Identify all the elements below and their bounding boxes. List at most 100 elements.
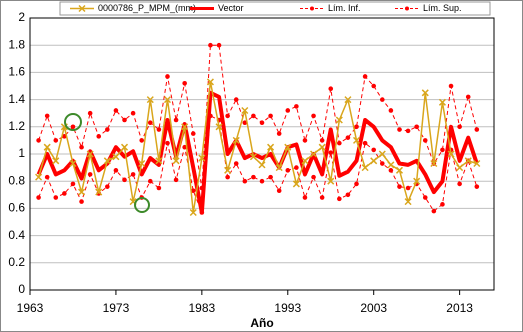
- point: [147, 120, 153, 126]
- point: [371, 147, 377, 153]
- point: [96, 134, 102, 139]
- point: [165, 140, 170, 146]
- point: [36, 138, 41, 143]
- point: [163, 96, 172, 104]
- point: [431, 208, 437, 214]
- point: [275, 164, 283, 172]
- point: [361, 164, 369, 172]
- point: [318, 143, 326, 151]
- point: [225, 174, 230, 180]
- x-tick-label: 2013: [446, 301, 473, 315]
- point: [294, 104, 299, 109]
- series-line: [36, 90, 479, 215]
- point: [206, 78, 214, 86]
- point: [208, 42, 213, 48]
- point: [79, 199, 84, 204]
- point: [422, 138, 428, 143]
- point: [345, 192, 351, 198]
- point: [232, 136, 240, 144]
- point: [86, 150, 94, 158]
- point: [225, 113, 230, 119]
- series-line: [37, 81, 478, 214]
- point: [344, 96, 352, 104]
- point: [251, 174, 256, 180]
- x-tick-label: 2003: [360, 301, 387, 315]
- point: [242, 178, 248, 184]
- point: [35, 173, 43, 181]
- point: [120, 143, 129, 151]
- legend-marker: [405, 6, 409, 11]
- point: [190, 131, 196, 136]
- point: [362, 74, 368, 79]
- series-line: [38, 44, 478, 189]
- point: [224, 166, 232, 174]
- legend-box: [59, 1, 491, 16]
- point: [43, 143, 51, 151]
- point: [301, 157, 309, 165]
- point: [405, 185, 411, 191]
- point: [440, 147, 445, 153]
- annotation-circle: [134, 197, 150, 213]
- point: [249, 153, 257, 161]
- point: [457, 181, 462, 187]
- point: [105, 184, 110, 189]
- point: [414, 124, 419, 130]
- point: [181, 123, 189, 131]
- y-tick-label: 0.6: [8, 201, 25, 215]
- point: [354, 124, 359, 130]
- point: [379, 97, 385, 102]
- point: [430, 159, 438, 168]
- point: [146, 96, 154, 104]
- point: [113, 168, 119, 173]
- point: [319, 138, 325, 143]
- point: [388, 108, 394, 113]
- legend-label: Vector: [218, 3, 244, 13]
- point: [139, 138, 145, 143]
- point: [464, 157, 472, 165]
- point: [198, 154, 206, 162]
- point: [447, 150, 455, 158]
- point: [78, 188, 86, 196]
- point: [79, 144, 84, 150]
- point: [113, 108, 119, 113]
- point: [311, 174, 316, 180]
- point: [276, 188, 282, 194]
- point: [130, 172, 136, 177]
- point: [354, 181, 359, 187]
- point: [62, 134, 67, 139]
- y-tick-label: 1.8: [8, 37, 25, 51]
- point: [267, 143, 275, 151]
- point: [294, 165, 299, 170]
- point: [268, 113, 273, 119]
- point: [292, 180, 300, 188]
- point: [53, 195, 59, 200]
- point: [440, 202, 445, 207]
- point: [173, 117, 179, 123]
- point: [259, 178, 265, 184]
- point: [182, 144, 187, 150]
- point: [112, 153, 120, 161]
- x-tick-label: 1973: [103, 301, 130, 315]
- point: [473, 159, 481, 168]
- y-tick-label: 1.6: [8, 65, 25, 79]
- point: [378, 150, 386, 158]
- point: [103, 157, 111, 165]
- point: [352, 136, 361, 144]
- point: [395, 166, 404, 174]
- point: [70, 124, 76, 130]
- point: [456, 164, 464, 172]
- point: [241, 106, 249, 115]
- point: [404, 198, 412, 206]
- point: [311, 113, 316, 119]
- point: [173, 177, 179, 183]
- point: [302, 138, 308, 143]
- x-tick-label: 1983: [189, 301, 216, 315]
- point: [422, 195, 428, 200]
- point: [216, 42, 222, 48]
- point: [44, 174, 50, 180]
- point: [276, 131, 282, 136]
- point: [268, 174, 273, 180]
- point: [258, 161, 266, 169]
- point: [302, 195, 308, 200]
- annotation-circle: [64, 113, 82, 131]
